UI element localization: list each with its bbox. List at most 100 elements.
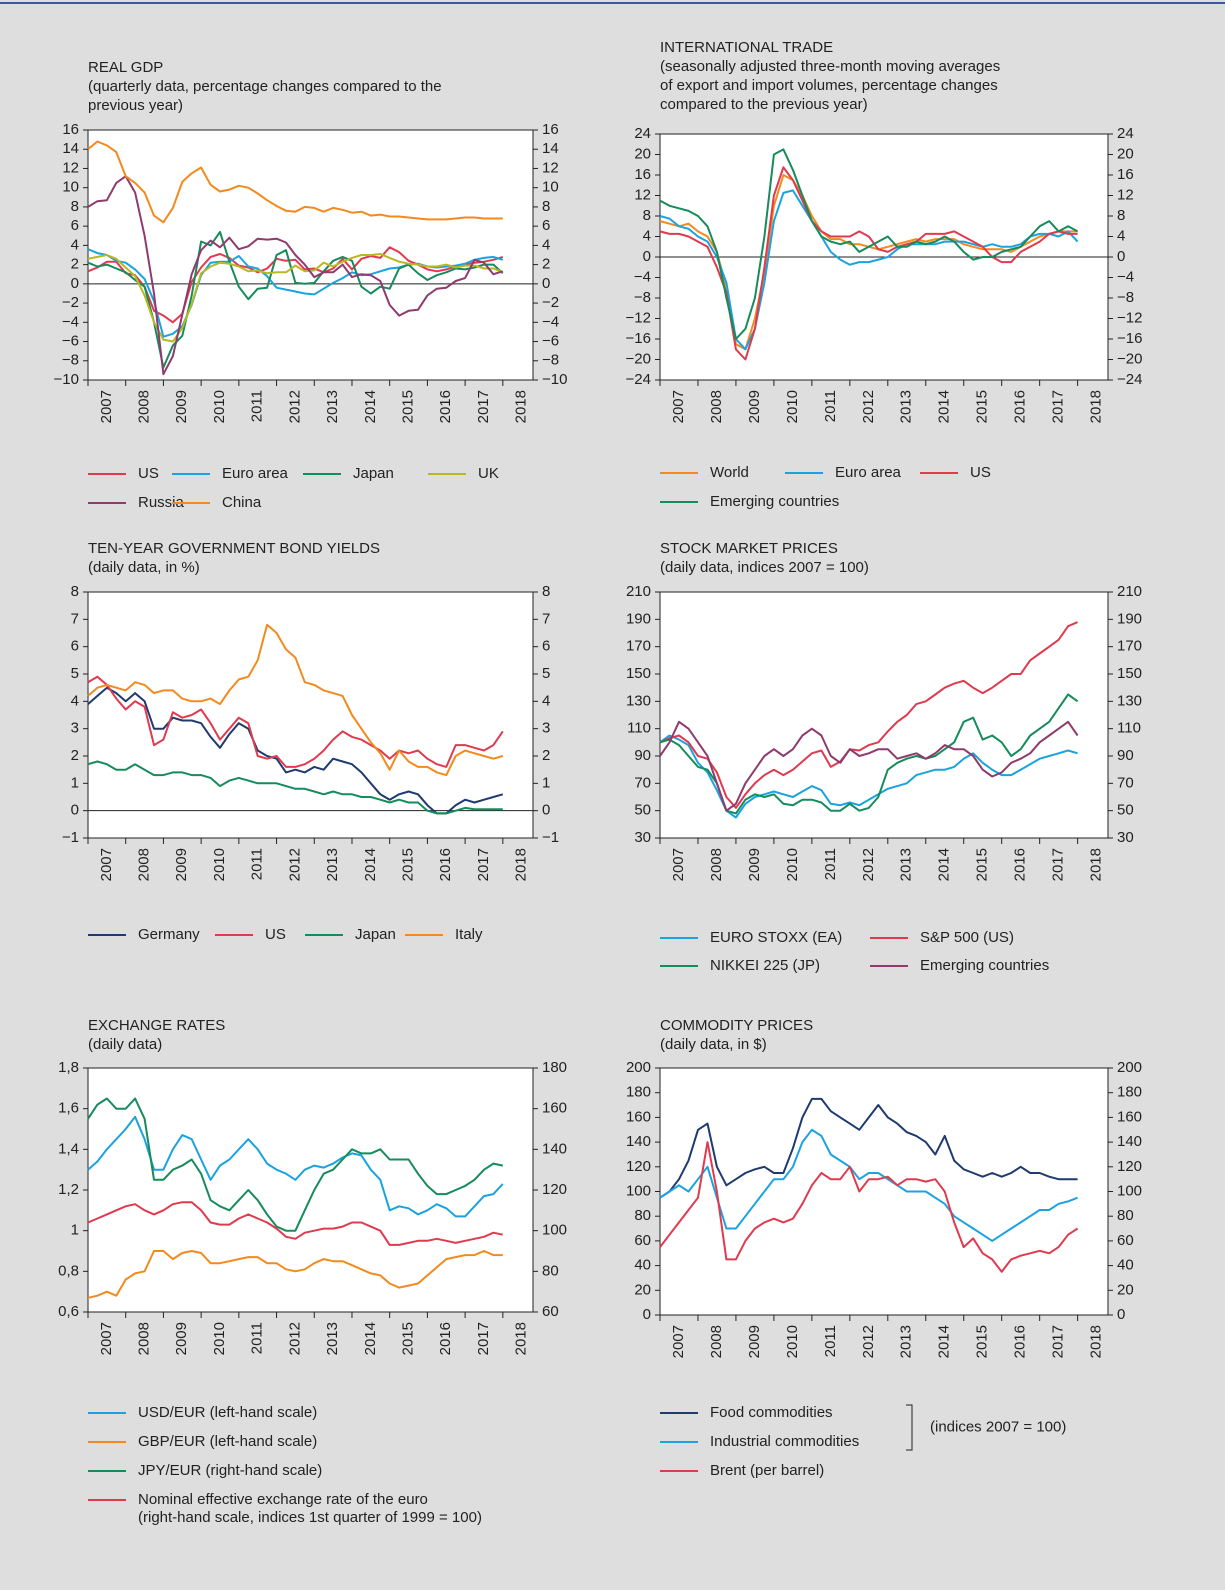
x-tick-label: 2009	[173, 1322, 190, 1355]
x-tick-label: 2012	[286, 848, 303, 881]
x-tick-label: 2010	[211, 848, 228, 881]
x-tick-label: 2017	[475, 1322, 492, 1355]
y2-tick-label: 180	[1117, 1084, 1142, 1101]
y2-tick-label: −12	[1117, 309, 1142, 326]
legend-label: JPY/EUR (right-hand scale)	[138, 1462, 322, 1479]
legend-label: Russia	[138, 494, 185, 511]
x-tick-label: 2007	[98, 390, 115, 423]
y2-tick-label: 10	[542, 179, 559, 196]
series-line	[659, 148, 1079, 340]
chart-subtitle: (daily data, in $)	[660, 1036, 767, 1053]
series-line	[87, 1115, 504, 1218]
x-tick-label: 2015	[974, 848, 991, 881]
y-tick-label: 1,8	[58, 1059, 79, 1076]
y-tick-label: 210	[626, 583, 651, 600]
plot-area	[87, 591, 534, 839]
y-tick-label: −4	[634, 268, 651, 285]
legend-label: Brent (per barrel)	[710, 1462, 824, 1479]
plot-area	[659, 1067, 1109, 1316]
x-tick-label: 2018	[513, 390, 530, 423]
x-tick-label: 2013	[898, 390, 915, 423]
legend-label: UK	[478, 465, 499, 482]
y-tick-label: 30	[634, 829, 651, 846]
y2-tick-label: 8	[542, 583, 550, 600]
y-tick-label: 6	[71, 217, 79, 234]
y2-tick-label: 2	[542, 747, 550, 764]
y2-tick-label: −10	[542, 371, 567, 388]
y2-tick-label: 100	[1117, 1182, 1142, 1199]
legend-label: Emerging countries	[920, 957, 1049, 974]
y2-tick-label: 140	[1117, 1133, 1142, 1150]
x-tick-label: 2008	[708, 1325, 725, 1358]
y2-tick-label: 110	[1117, 720, 1141, 737]
y-tick-label: 12	[634, 186, 651, 203]
y-tick-label: 10	[62, 179, 79, 196]
y-tick-label: −12	[626, 309, 651, 326]
x-tick-label: 2011	[822, 390, 839, 422]
y2-tick-label: 7	[542, 610, 550, 627]
x-tick-label: 2018	[513, 848, 530, 881]
y2-tick-label: 160	[1117, 1108, 1142, 1125]
legend-label: GBP/EUR (left-hand scale)	[138, 1433, 317, 1450]
y2-tick-label: 16	[1117, 166, 1134, 183]
x-tick-label: 2012	[860, 390, 877, 423]
y-tick-label: 1	[71, 1222, 79, 1239]
y2-tick-label: 30	[1117, 829, 1134, 846]
x-tick-label: 2015	[400, 848, 417, 881]
x-tick-label: 2017	[475, 848, 492, 881]
y2-tick-label: 170	[1117, 638, 1142, 655]
legend-label: USD/EUR (left-hand scale)	[138, 1404, 317, 1421]
x-tick-label: 2007	[670, 390, 687, 423]
series-line	[87, 175, 504, 376]
y2-tick-label: 20	[1117, 1281, 1134, 1298]
series-line	[659, 1141, 1079, 1273]
y2-tick-label: −4	[542, 313, 559, 330]
y2-tick-label: 80	[542, 1262, 559, 1279]
legend-bracket	[906, 1404, 913, 1451]
x-tick-label: 2016	[437, 390, 454, 423]
y2-tick-label: 0	[542, 275, 550, 292]
y-tick-label: 120	[626, 1158, 651, 1175]
y-tick-label: 6	[71, 638, 79, 655]
y2-tick-label: −4	[1117, 268, 1134, 285]
x-tick-label: 2007	[98, 848, 115, 881]
x-tick-label: 2007	[670, 1325, 687, 1358]
chart-subtitle: compared to the previous year)	[660, 96, 868, 113]
legend-label: Euro area	[835, 464, 902, 481]
x-tick-label: 2010	[211, 1322, 228, 1355]
legend-label: Germany	[138, 926, 200, 943]
x-tick-label: 2009	[746, 390, 763, 423]
x-tick-label: 2014	[936, 848, 953, 881]
y-tick-label: 20	[634, 1281, 651, 1298]
series-line	[87, 1201, 504, 1246]
x-tick-label: 2014	[362, 390, 379, 423]
x-tick-label: 2017	[1050, 848, 1067, 881]
y2-tick-label: 80	[1117, 1207, 1134, 1224]
y-tick-label: 0	[71, 275, 79, 292]
x-tick-label: 2018	[1088, 390, 1105, 423]
y2-tick-label: 120	[1117, 1158, 1142, 1175]
y-tick-label: −8	[634, 289, 651, 306]
y-tick-label: 0,8	[58, 1262, 79, 1279]
y-tick-label: −24	[626, 371, 651, 388]
y2-tick-label: 8	[542, 198, 550, 215]
y-tick-label: 0	[643, 1306, 651, 1323]
series-line	[87, 1097, 504, 1232]
x-tick-label: 2009	[746, 848, 763, 881]
y2-tick-label: 4	[542, 236, 550, 253]
y2-tick-label: −24	[1117, 371, 1142, 388]
x-tick-label: 2014	[936, 390, 953, 423]
y2-tick-label: 100	[542, 1222, 567, 1239]
plot-area	[87, 1067, 534, 1313]
legend-label: China	[222, 494, 262, 511]
x-tick-label: 2018	[1088, 1325, 1105, 1358]
x-tick-label: 2011	[822, 848, 839, 880]
x-tick-label: 2016	[437, 1322, 454, 1355]
x-tick-label: 2011	[822, 1325, 839, 1357]
x-tick-label: 2016	[1012, 848, 1029, 881]
x-tick-label: 2018	[513, 1322, 530, 1355]
y2-tick-label: 50	[1117, 802, 1134, 819]
legend-label: Food commodities	[710, 1404, 833, 1421]
y2-tick-label: 70	[1117, 774, 1134, 791]
y-tick-label: 8	[71, 198, 79, 215]
